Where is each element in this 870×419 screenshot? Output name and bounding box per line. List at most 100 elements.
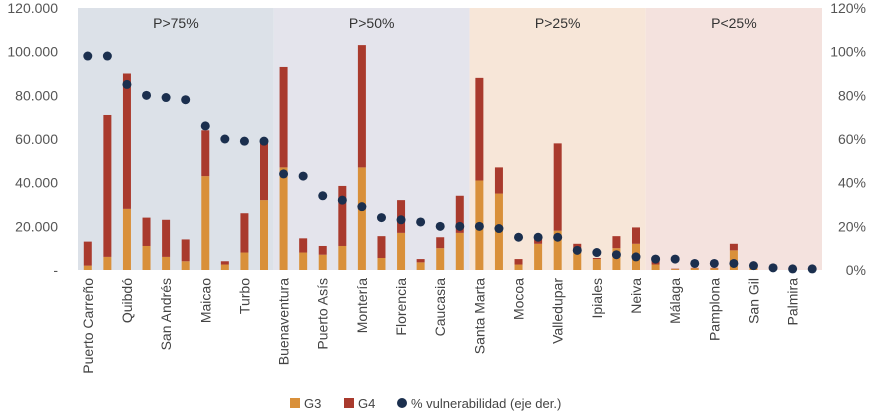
bar-g3 (534, 243, 543, 270)
bar-g3 (710, 268, 719, 270)
bar-g3 (671, 269, 680, 270)
y-axis-right: 0% 20% 40% 60% 80% 100% 120% (830, 0, 866, 278)
y-left-tick-label: 60.000 (15, 131, 58, 147)
zone-band (645, 8, 822, 270)
bar-g4 (632, 227, 640, 244)
x-tick-label: Valledupar (550, 278, 566, 344)
bar-g3 (436, 248, 445, 270)
bar-g3 (651, 264, 660, 270)
y-left-tick-label: 100.000 (7, 44, 58, 60)
vulnerability-point (807, 264, 817, 274)
vulnerability-point (788, 264, 798, 274)
vulnerability-point (142, 90, 152, 100)
x-tick-label: Neiva (628, 278, 644, 314)
vulnerability-point (200, 121, 210, 131)
bar-g3 (514, 264, 523, 270)
bar-g4 (240, 213, 249, 253)
y-left-tick-label: 80.000 (15, 87, 58, 103)
vulnerability-point (122, 79, 132, 89)
bar-g3 (240, 252, 249, 270)
bar-g4 (162, 219, 171, 257)
vulnerability-point (709, 258, 719, 268)
x-tick-label: San Andrés (158, 278, 174, 350)
bar-g3 (201, 176, 210, 270)
bar-g4 (83, 241, 92, 266)
vulnerability-point (514, 232, 524, 242)
x-tick-label: Málaga (667, 278, 683, 324)
vulnerability-point (553, 232, 563, 242)
bar-g3 (397, 232, 406, 270)
vulnerability-point (376, 213, 386, 223)
bar-g4 (436, 237, 445, 249)
vulnerability-point (729, 258, 739, 268)
x-tick-label: Puerto Asís (315, 278, 331, 350)
bar-g3 (455, 232, 464, 270)
bar-g4 (455, 195, 464, 233)
y-left-tick-label: 20.000 (15, 218, 58, 234)
bar-g4 (357, 45, 366, 168)
x-tick-label: San Gil (745, 278, 761, 324)
bar-g4 (318, 245, 327, 255)
vulnerability-point (279, 169, 289, 179)
vulnerability-point (768, 263, 778, 273)
vulnerability-point (611, 250, 621, 260)
bar-g3 (162, 256, 171, 270)
x-axis-labels: Puerto Carreño Quibdó San Andrés Maicao Turb… (80, 278, 801, 374)
vulnerability-point (181, 95, 191, 105)
vulnerability-point (455, 221, 465, 231)
vulnerability-point (318, 191, 328, 201)
bar-g4 (181, 239, 190, 262)
y-right-tick-label: 0% (846, 262, 866, 278)
x-tick-label: Santa Marta (471, 278, 487, 354)
y-right-tick-label: 100% (830, 44, 866, 60)
legend-swatch-g3 (290, 398, 300, 408)
vulnerability-markers (83, 51, 817, 274)
bar-g4 (142, 217, 151, 246)
legend-marker-vulnerability (397, 398, 407, 408)
y-right-tick-label: 120% (830, 0, 866, 16)
bar-g4 (260, 139, 268, 201)
bar-g3 (338, 245, 347, 270)
bar-g4 (338, 185, 347, 246)
bar-g3 (592, 259, 601, 270)
bar-g4 (220, 261, 229, 265)
bar-g3 (181, 261, 190, 270)
bar-g3 (299, 252, 308, 270)
vulnerability-point (494, 224, 504, 234)
vulnerability-point (435, 221, 445, 231)
bar-g4 (416, 259, 425, 263)
y-left-tick-label: 120.000 (7, 0, 58, 16)
y-left-tick-label: - (53, 262, 58, 278)
bar-g4 (122, 73, 131, 209)
zone-label: P<25% (711, 15, 757, 31)
bar-g4 (299, 238, 308, 253)
bar-g3 (377, 257, 386, 270)
bar-g3 (142, 245, 151, 270)
bar-g4 (279, 66, 288, 168)
bar-g3 (553, 230, 562, 270)
vulnerability-point (357, 202, 367, 212)
bar-g3 (416, 262, 425, 270)
bar-g3 (318, 254, 327, 270)
vulnerability-point (631, 252, 641, 262)
x-tick-label: Florencia (393, 278, 409, 336)
bar-g3 (279, 167, 288, 270)
vulnerability-point (670, 254, 680, 264)
vulnerability-point (220, 134, 230, 144)
y-left-tick-label: 40.000 (15, 175, 58, 191)
bar-g3 (83, 265, 92, 270)
y-right-tick-label: 40% (838, 175, 866, 191)
x-tick-label: Quibdó (119, 278, 135, 323)
y-right-tick-label: 60% (838, 131, 866, 147)
bar-g4 (377, 236, 386, 258)
bar-g3 (260, 200, 268, 270)
bar-g4 (729, 243, 738, 251)
x-tick-label: Pamplona (706, 278, 722, 341)
bar-g4 (494, 167, 503, 194)
vulnerability-point (533, 232, 543, 242)
bar-g4 (592, 257, 601, 260)
vulnerability-point (592, 248, 602, 258)
x-tick-label: Ipiales (589, 278, 605, 318)
zone-label: P>50% (349, 15, 395, 31)
